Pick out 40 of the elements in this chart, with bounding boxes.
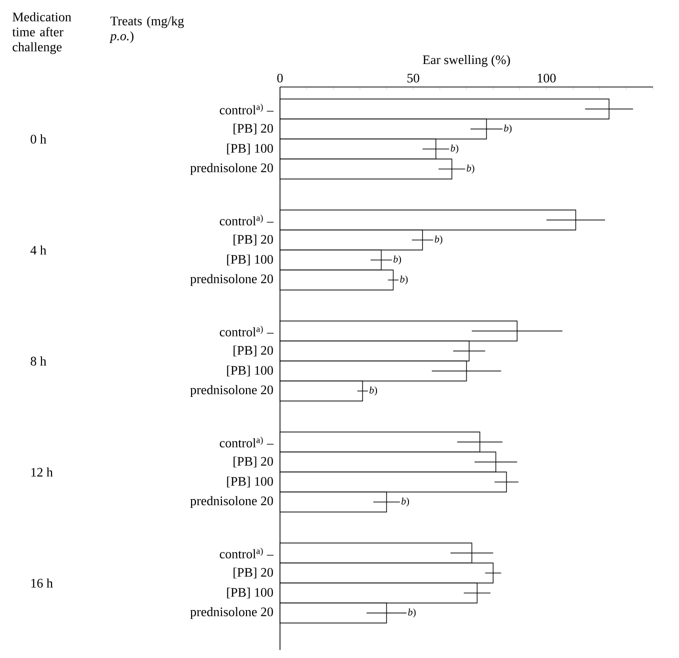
text: 4 h [30, 245, 46, 255]
data-label: b) [401, 497, 409, 507]
y-tick-label: [PB] 100 [227, 254, 273, 266]
data-label: b) [400, 275, 408, 285]
y-tick-label: [PB] 20 [234, 568, 273, 578]
y-tick-label: [PB] 100 [227, 366, 273, 376]
data-label: b) [504, 124, 512, 134]
y-tick-label: [PB] 100 [227, 144, 273, 154]
y-tick-label: control$^{a)}$ – [220, 214, 274, 226]
text: 8 h [30, 356, 46, 366]
x-tick-label: 50 [407, 74, 420, 82]
data-label: b) [393, 255, 401, 265]
text: 0 h [30, 134, 46, 144]
y-tick-label: control$^{a)}$ – [220, 436, 274, 448]
y-tick-label: [PB] 20 [234, 234, 273, 246]
data-label: b) [450, 144, 458, 154]
y-tick-label: [PB] 100 [227, 588, 273, 598]
data-label: b) [370, 386, 378, 396]
y-tick-label: [PB] 100 [227, 476, 273, 488]
text: 16 h [31, 578, 53, 588]
y-tick-label: prednisolone 20 [190, 496, 273, 508]
y-tick-label: prednisolone 20 [190, 163, 273, 175]
x-axis-title: Ear swelling (%) [422, 55, 510, 67]
y-tick-label: control$^{a)}$ – [220, 326, 274, 336]
y-tick-label: [PB] 20 [234, 456, 273, 468]
data-label: b) [408, 608, 416, 618]
y-tick-label: control$^{a)}$ – [220, 548, 274, 558]
text: Medication time after challenge [12, 12, 72, 54]
data-label: b) [466, 164, 474, 174]
y-tick-label: [PB] 20 [234, 124, 273, 134]
data-label: b) [434, 235, 442, 245]
y-tick-label: control$^{a)}$ – [220, 104, 274, 114]
x-tick-label: 100 [538, 74, 556, 82]
y-tick-label: [PB] 20 [234, 346, 273, 356]
y-axis-title: Treats (mg/kg p.o.) [109, 16, 184, 43]
text: 12 h [31, 468, 53, 477]
x-tick-label: 0 [277, 74, 283, 82]
y-tick-label: prednisolone 20 [190, 607, 273, 619]
y-tick-label: prednisolone 20 [190, 274, 273, 286]
y-tick-label: prednisolone 20 [190, 385, 273, 397]
